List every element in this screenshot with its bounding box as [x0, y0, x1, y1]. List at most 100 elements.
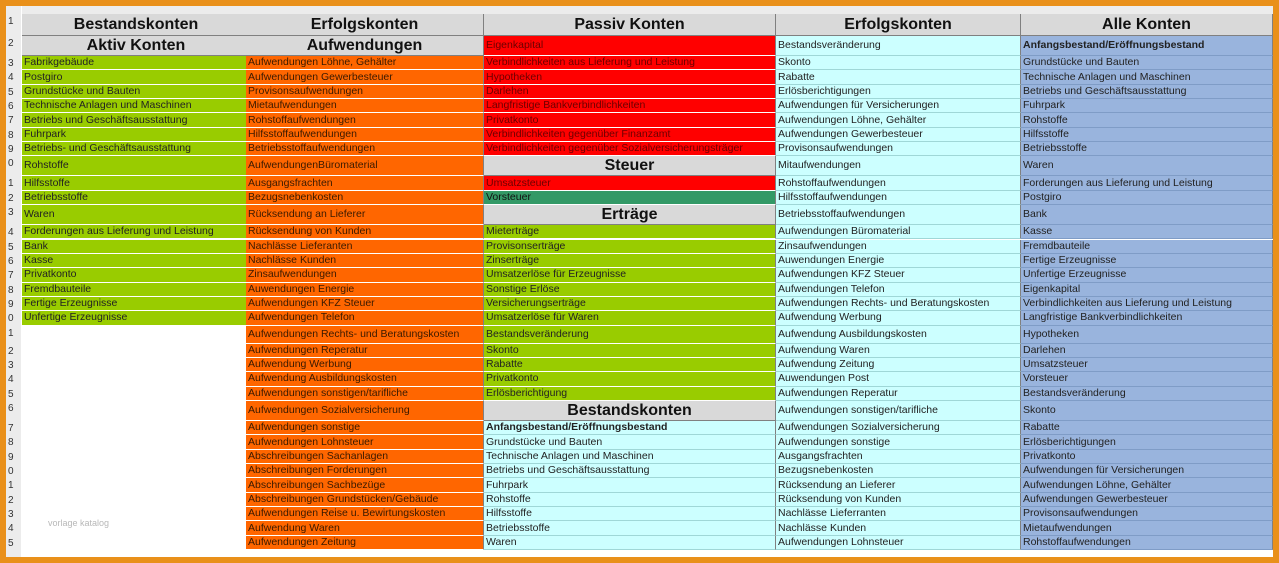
list-item[interactable]: Aufwendungen sonstigen/tarifliche	[776, 401, 1021, 421]
list-item[interactable]: Aufwendung Werbung	[246, 357, 484, 373]
list-item[interactable]: Umsatzerlöse für Erzeugnisse	[484, 268, 776, 283]
list-item[interactable]: Aufwendungen Rechts- und Beratungskosten	[776, 296, 1021, 312]
list-item[interactable]: Bestandsveränderung	[776, 36, 1021, 56]
list-item[interactable]: Aufwendungen Reperatur	[246, 343, 484, 358]
list-item[interactable]: Grundstücke und Bauten	[22, 84, 251, 100]
list-item[interactable]: Fuhrpark	[22, 127, 251, 143]
list-item[interactable]: Rohstoffaufwendungen	[246, 113, 484, 128]
list-item[interactable]: Bestandsveränderung	[1021, 386, 1273, 401]
list-item[interactable]: Fremdbauteile	[1021, 239, 1273, 254]
list-item[interactable]: Aufwendungen Sozialversicherung	[776, 421, 1021, 436]
list-item[interactable]: Aufwendungen sonstige	[776, 435, 1021, 450]
list-item[interactable]: Erlösberichtigung	[484, 386, 776, 401]
list-item[interactable]: Zinsaufwendungen	[246, 268, 484, 283]
list-item[interactable]: Forderungen aus Lieferung und Leistung	[22, 225, 251, 240]
list-item[interactable]: Langfristige Bankverbindlichkeiten	[484, 99, 776, 114]
list-item[interactable]: Zinsaufwendungen	[776, 239, 1021, 254]
list-item[interactable]: Eigenkapital	[484, 36, 776, 56]
list-item[interactable]: Anfangsbestand/Eröffnungsbestand	[1021, 36, 1273, 56]
list-item[interactable]: Aufwendung Ausbildungskosten	[776, 325, 1021, 344]
list-item[interactable]: Grundstücke und Bauten	[484, 435, 776, 450]
list-item[interactable]: Ausgangsfrachten	[776, 449, 1021, 465]
list-item[interactable]: Langfristige Bankverbindlichkeiten	[1021, 311, 1273, 326]
list-item[interactable]: Aufwendungen Telefon	[246, 311, 484, 326]
list-item[interactable]: Rohstoffaufwendungen	[776, 176, 1021, 191]
list-item[interactable]: AufwendungenBüromaterial	[246, 156, 484, 177]
list-item[interactable]: Rabatte	[1021, 421, 1273, 436]
list-item[interactable]: Postgiro	[1021, 190, 1273, 206]
list-item[interactable]: Privatkonto	[22, 268, 251, 283]
list-item[interactable]: Aufwendungen Gewerbesteuer	[1021, 492, 1273, 508]
list-item[interactable]: Aufwendungen Rechts- und Beratungskosten	[246, 325, 484, 344]
list-item[interactable]: Technische Anlagen und Maschinen	[484, 449, 776, 465]
list-item[interactable]: Abschreibungen Grundstücken/Gebäude	[246, 492, 484, 508]
list-item[interactable]: Aufwendungen Zeitung	[246, 535, 484, 551]
list-item[interactable]: Erlösberichtigungen	[776, 84, 1021, 100]
list-item[interactable]: Provisonsaufwendungen	[246, 84, 484, 100]
list-item[interactable]: Aufwendungen Lohnsteuer	[776, 535, 1021, 551]
list-item[interactable]: Mieterträge	[484, 225, 776, 240]
list-item[interactable]: Abschreibungen Sachanlagen	[246, 449, 484, 465]
list-item[interactable]: Rabatte	[776, 70, 1021, 85]
list-item[interactable]: Skonto	[484, 343, 776, 358]
list-item[interactable]: Rücksendung von Kunden	[246, 225, 484, 240]
list-item[interactable]: Aufwendungen für Versicherungen	[1021, 464, 1273, 479]
list-item[interactable]: Nachlässe Lieferanten	[246, 239, 484, 254]
list-item[interactable]: Privatkonto	[1021, 449, 1273, 465]
list-item[interactable]: Betriebsstoffaufwendungen	[246, 142, 484, 157]
list-item[interactable]: Mitaufwendungen	[776, 156, 1021, 177]
list-item[interactable]: Hilfsstoffaufwendungen	[776, 190, 1021, 206]
list-item[interactable]: Nachlässe Kunden	[246, 253, 484, 269]
list-item[interactable]: Vorsteuer	[484, 190, 776, 206]
list-item[interactable]: Aufwendungen Reise u. Bewirtungskosten	[246, 507, 484, 522]
list-item[interactable]: Mietaufwendungen	[1021, 521, 1273, 536]
list-item[interactable]: Aufwendung Waren	[246, 521, 484, 536]
list-item[interactable]: Skonto	[1021, 401, 1273, 421]
list-item[interactable]: Umsatzsteuer	[484, 176, 776, 191]
list-item[interactable]: Betriebs und Geschäftsausstattung	[1021, 84, 1273, 100]
list-item[interactable]: Hilfsstoffe	[484, 507, 776, 522]
list-item[interactable]: Aufwendungen KFZ Steuer	[776, 268, 1021, 283]
list-item[interactable]: Hypotheken	[1021, 325, 1273, 344]
list-item[interactable]: Waren	[484, 535, 776, 551]
list-item[interactable]: Bank	[1021, 205, 1273, 226]
list-item[interactable]: Betriebs- und Geschäftsausstattung	[22, 142, 251, 157]
list-item[interactable]: Rohstoffe	[484, 492, 776, 508]
list-item[interactable]: Technische Anlagen und Maschinen	[22, 99, 251, 114]
list-item[interactable]: Privatkonto	[484, 113, 776, 128]
list-item[interactable]: Fuhrpark	[484, 478, 776, 493]
list-item[interactable]: Darlehen	[484, 84, 776, 100]
list-item[interactable]: Verbindlichkeiten aus Lieferung und Leis…	[484, 56, 776, 71]
list-item[interactable]: Bezugsnebenkosten	[776, 464, 1021, 479]
list-item[interactable]: Abschreibungen Sachbezüge	[246, 478, 484, 493]
list-item[interactable]: Aufwendung Waren	[776, 343, 1021, 358]
list-item[interactable]: Darlehen	[1021, 343, 1273, 358]
list-item[interactable]: Fabrikgebäude	[22, 56, 251, 71]
list-item[interactable]: Mietaufwendungen	[246, 99, 484, 114]
list-item[interactable]: Aufwendungen für Versicherungen	[776, 99, 1021, 114]
list-item[interactable]: Verbindlichkeiten gegenüber Sozialversic…	[484, 142, 776, 157]
list-item[interactable]: Rücksendung von Kunden	[776, 492, 1021, 508]
list-item[interactable]: Bank	[22, 239, 251, 254]
list-item[interactable]: Aufwendungen Gewerbesteuer	[246, 70, 484, 85]
list-item[interactable]: Fertige Erzeugnisse	[22, 296, 251, 312]
list-item[interactable]: Grundstücke und Bauten	[1021, 56, 1273, 71]
list-item[interactable]: Aufwendungen Telefon	[776, 282, 1021, 297]
list-item[interactable]: Hilfsstoffe	[22, 176, 251, 191]
list-item[interactable]: Sonstige Erlöse	[484, 282, 776, 297]
list-item[interactable]: Rücksendung an Lieferer	[776, 478, 1021, 493]
list-item[interactable]: Waren	[22, 205, 251, 226]
list-item[interactable]: Nachlässe Kunden	[776, 521, 1021, 536]
list-item[interactable]: Aufwendungen Löhne, Gehälter	[246, 56, 484, 71]
list-item[interactable]: Provisonsaufwendungen	[1021, 507, 1273, 522]
list-item[interactable]: Aufwendungen sonstige	[246, 421, 484, 436]
list-item[interactable]: Vorsteuer	[1021, 372, 1273, 387]
list-item[interactable]: Anfangsbestand/Eröffnungsbestand	[484, 421, 776, 436]
list-item[interactable]: Hypotheken	[484, 70, 776, 85]
list-item[interactable]: Waren	[1021, 156, 1273, 177]
list-item[interactable]: Fuhrpark	[1021, 99, 1273, 114]
list-item[interactable]: Rücksendung an Lieferer	[246, 205, 484, 226]
list-item[interactable]: Kasse	[22, 253, 251, 269]
list-item[interactable]: Rohstoffe	[1021, 113, 1273, 128]
list-item[interactable]: Postgiro	[22, 70, 251, 85]
